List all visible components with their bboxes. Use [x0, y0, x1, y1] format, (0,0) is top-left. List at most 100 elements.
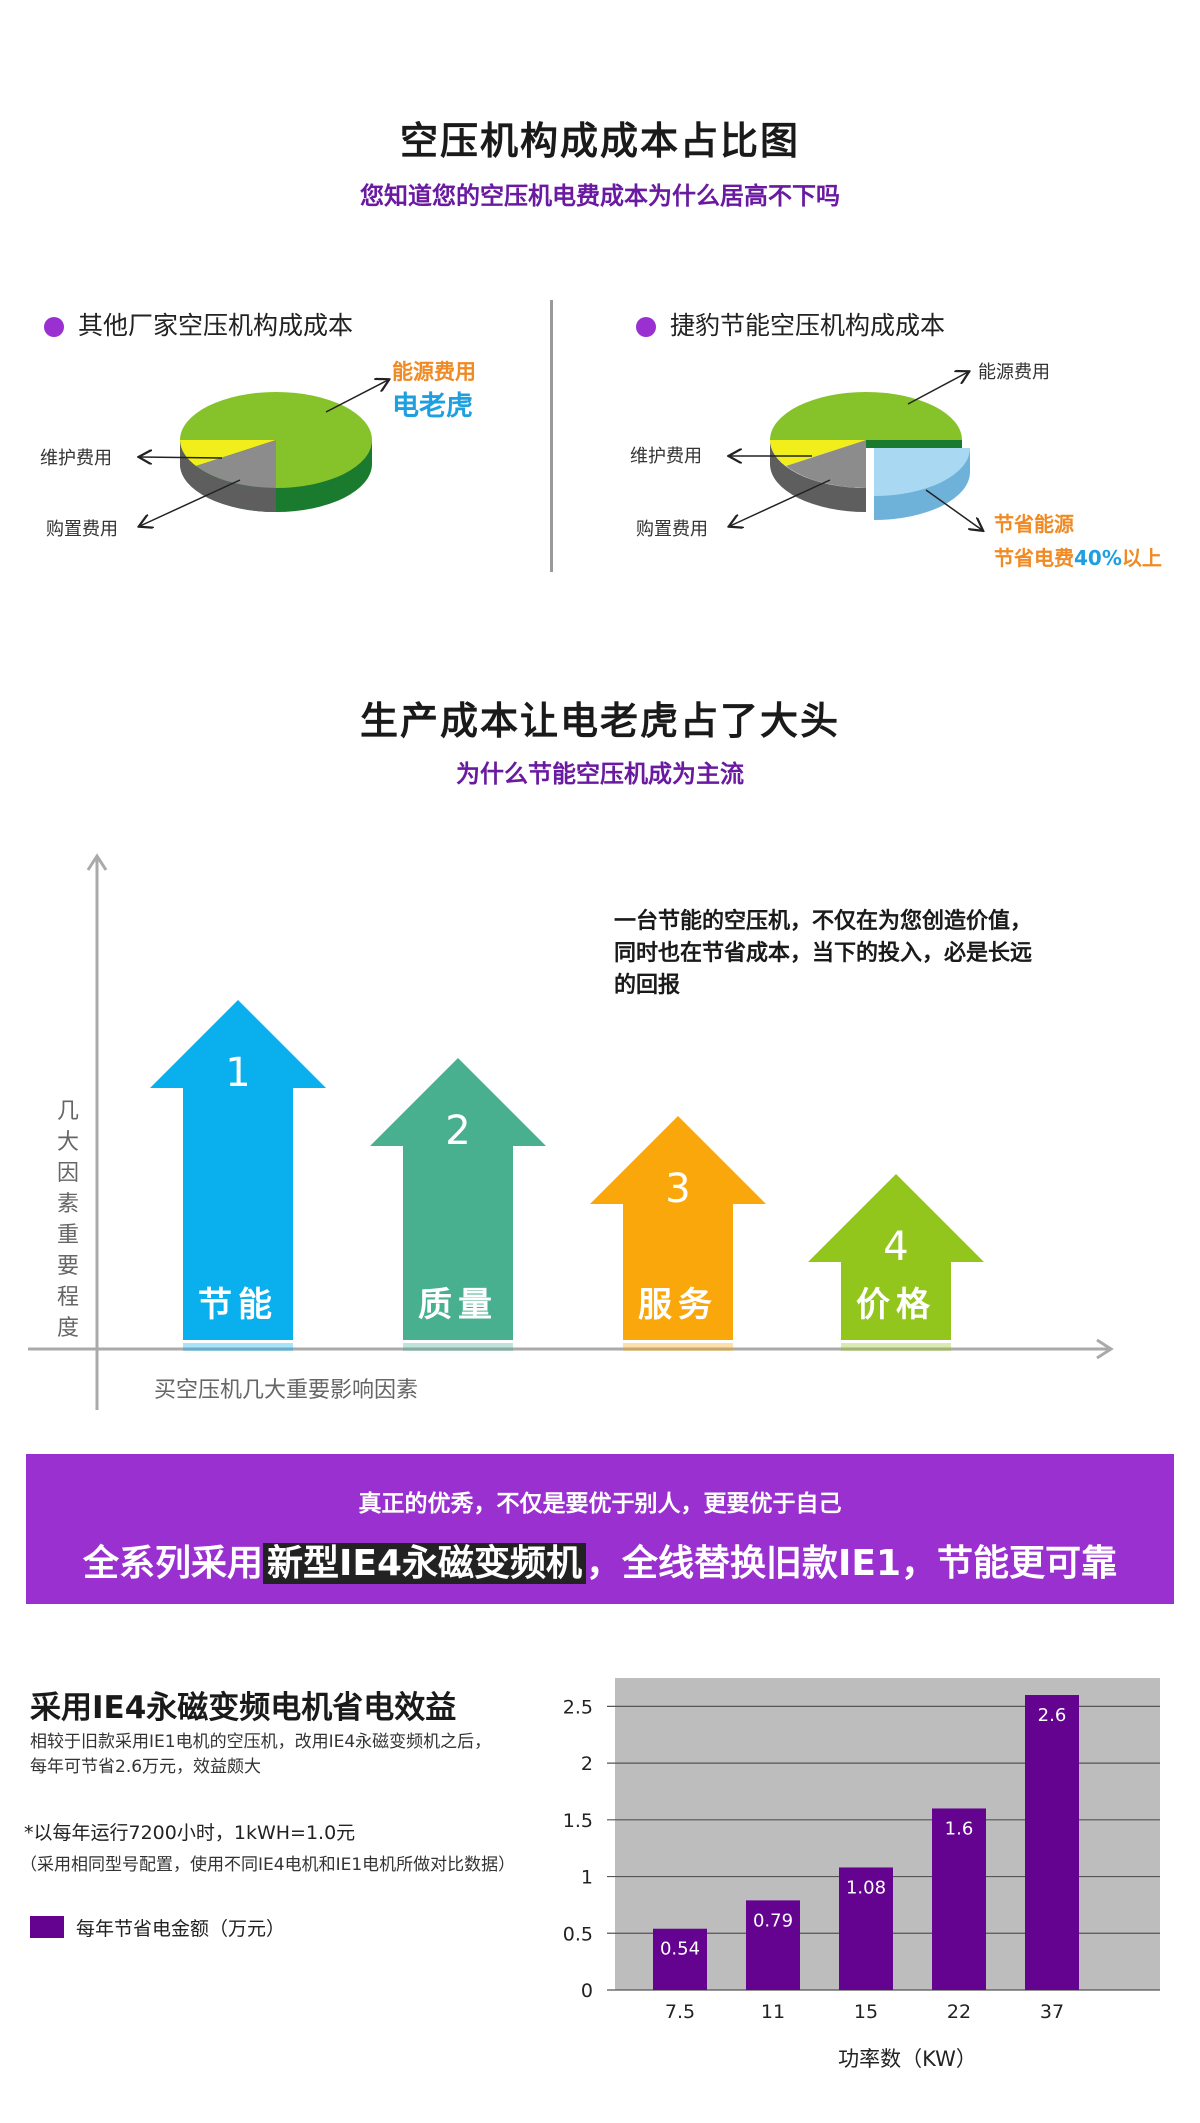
banner-main-highlight: 新型IE4永磁变频机 [262, 1543, 586, 1584]
section3-desc-2: 每年可节省2.6万元，效益颇大 [30, 1757, 262, 1777]
banner-main-suffix: ，全线替换旧款IE1，节能更可靠 [586, 1543, 1118, 1584]
y-axis-label: 几大因素重要程度 [56, 1099, 79, 1341]
bar-data-label: 2.6 [1038, 1705, 1067, 1726]
save-line-prefix: 节省电费 [994, 546, 1074, 570]
section2-subtitle: 为什么节能空压机成为主流 [456, 760, 744, 788]
factor-arrow-shape [590, 1116, 766, 1340]
y-tick-label: 0 [581, 1980, 593, 2002]
x-tick-label: 22 [947, 2001, 971, 2023]
left-pie-purchase-side [180, 440, 276, 512]
factor-arrow-number: 2 [445, 1108, 470, 1154]
y-tick-label: 2 [581, 1753, 593, 1775]
x-tick-label: 7.5 [665, 2001, 695, 2023]
left-purchase-label: 购置费用 [46, 519, 118, 540]
save-line-suffix: 以上 [1121, 546, 1162, 570]
x-tick-label: 11 [761, 2001, 785, 2023]
bar-legend-swatch [30, 1916, 64, 1938]
factor-arrow-4: 4 价格 [808, 1174, 984, 1351]
factor-arrow-shape [370, 1058, 546, 1340]
bar [932, 1808, 986, 1990]
factor-arrow-reflection [183, 1343, 293, 1351]
right-pie-maint-slice [770, 440, 866, 466]
right-purchase-arrow [730, 479, 831, 526]
bar [746, 1900, 800, 1990]
left-pie-energy-slice-b [180, 392, 276, 440]
factor-arrow-reflection [841, 1343, 951, 1351]
right-energy-arrow [907, 372, 968, 405]
left-pie-maint-slice-b [180, 440, 276, 466]
bar-data-label: 1.6 [945, 1818, 974, 1839]
quote-line: 的回报 [614, 973, 681, 998]
x-axis-arrow-icon [1096, 1338, 1114, 1360]
quote-line: 一台节能的空压机，不仅在为您创造价值， [614, 909, 1033, 934]
right-energy-label: 能源费用 [978, 362, 1050, 383]
right-legend: 捷豹节能空压机构成成本 [636, 306, 945, 342]
bar [1025, 1695, 1079, 1990]
factor-arrow-reflection [403, 1343, 513, 1351]
bar [653, 1928, 707, 1990]
promo-banner: 真正的优秀，不仅是要优于别人，更要优于自己 全系列采用 新型IE4永磁变频机 ，全线… [26, 1454, 1174, 1604]
section1-divider [550, 300, 553, 572]
section3-desc-1: 相较于旧款采用IE1电机的空压机，改用IE4永磁变频机之后， [30, 1732, 492, 1752]
left-energy-sub: 电老虎 [392, 391, 473, 422]
right-pie-purchase-side [770, 440, 866, 512]
right-purchase-label: 购置费用 [636, 519, 708, 540]
left-legend-text: 其他厂家空压机构成成本 [78, 311, 354, 340]
right-legend-text: 捷豹节能空压机构成成本 [670, 311, 946, 340]
factor-arrow-label: 价格 [856, 1285, 936, 1325]
factor-arrow-label: 节能 [198, 1285, 278, 1325]
right-saved-arrow [925, 489, 982, 530]
bar [839, 1867, 893, 1990]
x-axis-title: 功率数（KW） [838, 2047, 977, 2071]
factor-arrow-2: 2 质量 [370, 1058, 546, 1351]
banner-main-prefix: 全系列采用 [82, 1543, 263, 1584]
factor-axes [28, 853, 1114, 1410]
y-tick-label: 0.5 [563, 1923, 593, 1945]
left-pie-energy-slice [276, 392, 372, 488]
bar-legend-label: 每年节省电金额（万元） [76, 1918, 286, 1940]
right-save-label: 节省能源 [994, 512, 1074, 536]
factor-arrow-shape [808, 1174, 984, 1340]
right-pie-purchase-slice [786, 440, 866, 488]
factor-arrow-shape [150, 1000, 326, 1340]
save-line-pct: 40% [1074, 546, 1122, 570]
right-maint-label: 维护费用 [630, 446, 702, 467]
factor-arrow-number: 4 [883, 1224, 908, 1270]
y-axis-arrow-icon [86, 853, 108, 871]
bar-data-label: 0.54 [660, 1939, 700, 1960]
left-legend: 其他厂家空压机构成成本 [44, 306, 353, 342]
y-tick-label: 1.5 [563, 1810, 593, 1832]
section1-title: 空压机构成成本占比图 [399, 119, 800, 163]
right-pie-chart [590, 340, 1200, 580]
right-pie-saved-slice [874, 448, 970, 496]
left-maint-arrow [140, 457, 223, 458]
quote-line: 同时也在节省成本，当下的投入，必是长远 [614, 941, 1033, 966]
y-tick-label: 2.5 [563, 1696, 593, 1718]
right-pie-energy-slice [770, 392, 962, 440]
section3-title: 采用IE4永磁变频电机省电效益 [30, 1690, 457, 1726]
left-pie-purchase-slice [196, 440, 276, 488]
x-axis-label: 买空压机几大重要影响因素 [154, 1378, 419, 1403]
factor-arrow-number: 1 [225, 1050, 250, 1096]
factor-arrow-label: 服务 [638, 1285, 718, 1325]
right-pie-energy-edge [866, 440, 962, 448]
section2-quote: 一台节能的空压机，不仅在为您创造价值， 同时也在节省成本，当下的投入，必是长远 … [614, 906, 1154, 1002]
factor-arrow-number: 3 [665, 1166, 690, 1212]
section2-title: 生产成本让电老虎占了大头 [359, 699, 840, 743]
y-tick-label: 1 [581, 1867, 593, 1889]
factor-arrow-label: 质量 [418, 1285, 498, 1325]
left-maint-label: 维护费用 [40, 448, 112, 469]
section1-subtitle: 您知道您的空压机电费成本为什么居高不下吗 [360, 182, 840, 210]
left-energy-label: 能源费用 [392, 360, 476, 384]
savings-bar-chart: 0 0.5 1 1.5 2 2.5 0.54 7.5 0.79 11 1.08 15 1.6 22 2.6 3… [563, 1678, 1160, 2071]
banner-main: 全系列采用 新型IE4永磁变频机 ，全线替换旧款IE1，节能更可靠 [26, 1534, 1174, 1586]
x-tick-label: 15 [854, 2001, 878, 2023]
x-tick-label: 37 [1040, 2001, 1064, 2023]
right-save-line: 节省电费40%以上 [994, 542, 1162, 571]
left-energy-arrow [325, 380, 388, 413]
legend-dot-icon [44, 317, 64, 337]
left-pie-chart [0, 340, 550, 580]
left-purchase-arrow [140, 479, 241, 526]
legend-dot-icon [636, 317, 656, 337]
section3-note-2: （采用相同型号配置，使用不同IE4电机和IE1电机所做对比数据） [20, 1855, 516, 1875]
